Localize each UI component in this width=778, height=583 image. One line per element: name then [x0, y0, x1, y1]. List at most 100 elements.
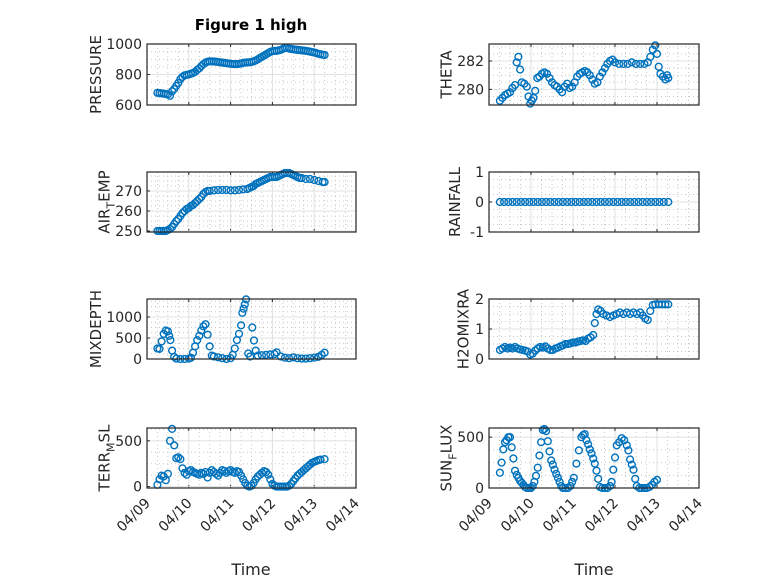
axes-box: [146, 171, 357, 233]
data-point: [166, 336, 175, 345]
axes-box: [146, 298, 357, 360]
data-point: [582, 436, 591, 445]
y-tick-label: 282: [457, 54, 484, 70]
data-point: [545, 73, 554, 83]
data-point: [276, 352, 285, 361]
data-point: [214, 353, 223, 362]
y-tick-label: 0: [133, 352, 142, 368]
data-point: [541, 197, 551, 207]
data-point: [562, 197, 572, 207]
data-point: [609, 465, 618, 474]
data-point: [285, 354, 294, 363]
data-point: [622, 441, 631, 450]
data-point: [546, 345, 555, 355]
data-point: [652, 475, 662, 485]
data-point: [627, 460, 636, 469]
data-point: [590, 318, 599, 328]
data-point: [604, 197, 614, 207]
data-point: [262, 350, 271, 359]
y-axis-label: TERRMSL: [96, 424, 118, 493]
data-point: [163, 469, 173, 478]
y-tick-label: 2: [475, 292, 484, 308]
data-point: [195, 331, 204, 341]
data-point: [165, 436, 175, 445]
data-point: [548, 460, 557, 469]
data-point: [168, 87, 177, 96]
data-point: [621, 197, 631, 207]
y-axis-label: PRESSURE: [87, 35, 105, 114]
data-point: [569, 473, 578, 482]
data-point: [525, 197, 534, 207]
data-point: [554, 197, 563, 207]
data-point: [495, 468, 505, 477]
data-point: [605, 481, 615, 491]
data-point: [499, 445, 508, 454]
data-point: [631, 474, 640, 483]
data-point: [535, 451, 544, 460]
data-point: [234, 185, 244, 195]
data-point: [595, 72, 605, 81]
y-tick-label: 0: [475, 195, 484, 211]
y-tick-label: 260: [115, 204, 142, 220]
y-tick-label: 500: [457, 430, 484, 446]
data-point: [568, 477, 577, 487]
data-point: [320, 348, 329, 357]
data-point: [505, 88, 515, 97]
data-point: [515, 65, 525, 74]
data-point: [651, 41, 660, 50]
data-point: [634, 197, 643, 207]
data-point: [510, 466, 520, 475]
y-axis-label: AIRTEMP: [96, 170, 118, 233]
y-tick-label: 1000: [106, 37, 142, 53]
data-point: [264, 470, 273, 479]
data-point: [509, 454, 518, 463]
data-point: [646, 52, 655, 61]
data-point: [195, 64, 204, 73]
data-point: [642, 197, 652, 207]
y-tick-label: 500: [115, 331, 142, 347]
axes-box: [488, 427, 700, 489]
y-tick-label: 1000: [106, 310, 142, 326]
data-point: [661, 300, 670, 309]
data-point: [585, 445, 594, 454]
data-point: [585, 71, 594, 80]
data-point: [533, 197, 542, 207]
data-point: [528, 481, 537, 491]
data-point: [230, 186, 239, 195]
data-point: [205, 342, 214, 351]
axes-box: [488, 171, 700, 233]
data-point: [251, 346, 260, 355]
data-point: [607, 477, 616, 487]
y-axis-label: THETA: [438, 50, 456, 100]
data-point: [497, 458, 506, 467]
data-point: [310, 175, 319, 185]
data-point: [195, 194, 204, 204]
data-point: [627, 58, 636, 67]
data-point: [592, 466, 601, 475]
data-point: [310, 353, 319, 362]
y-axis-label: RAINFALL: [446, 166, 464, 237]
axes-background: [489, 428, 699, 488]
data-point: [214, 185, 223, 195]
data-point: [305, 354, 315, 363]
data-point: [514, 52, 523, 61]
data-point: [172, 216, 181, 226]
data-point: [613, 197, 622, 207]
data-point: [533, 463, 542, 472]
data-point: [571, 197, 580, 207]
data-point: [600, 197, 610, 207]
data-point: [625, 197, 635, 207]
data-point: [316, 455, 325, 464]
data-point: [529, 197, 538, 207]
data-point: [598, 68, 607, 77]
data-point: [237, 321, 246, 330]
data-point: [566, 481, 575, 491]
data-point: [610, 58, 620, 67]
data-point: [205, 186, 214, 196]
data-point: [659, 197, 668, 207]
data-point: [583, 197, 593, 207]
y-tick-label: 0: [475, 352, 484, 368]
